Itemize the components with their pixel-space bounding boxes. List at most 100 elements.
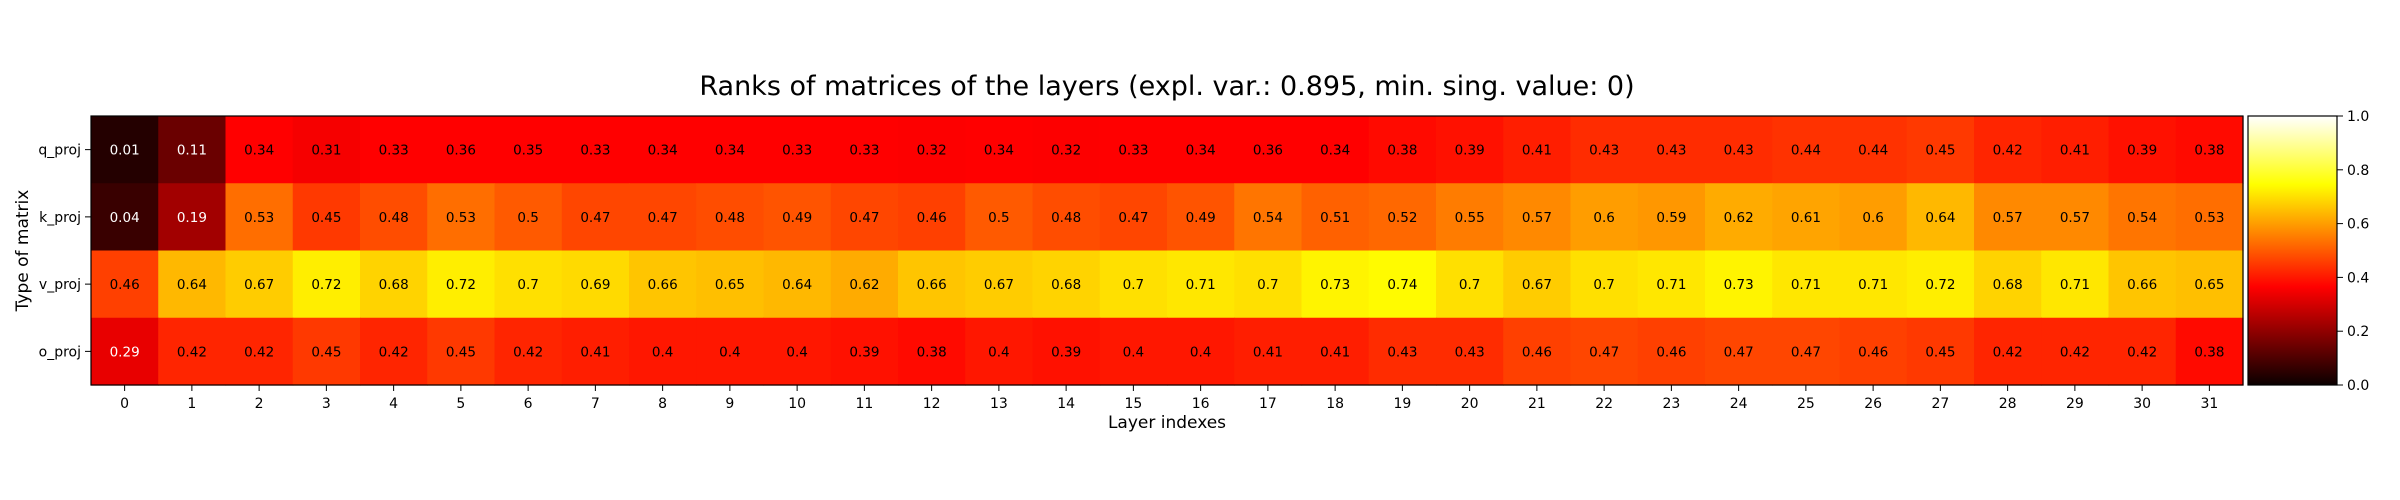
colorbar-tick-label: 0.8 — [2347, 163, 2369, 179]
heatmap-cell-k_proj-21 — [1503, 183, 1572, 252]
cell-value-label: 0.55 — [1455, 210, 1485, 226]
heatmap-cell-q_proj-22 — [1570, 116, 1639, 184]
heatmap-cell-q_proj-12 — [898, 116, 966, 184]
heatmap-cell-k_proj-10 — [763, 183, 832, 252]
x-tick-label: 9 — [725, 396, 734, 412]
x-tick-label: 20 — [1461, 396, 1479, 412]
heatmap-cell-o_proj-4 — [360, 317, 428, 386]
cell-value-label: 0.41 — [2060, 143, 2090, 159]
heatmap-cell-v_proj-29 — [2041, 250, 2110, 319]
cell-value-label: 0.69 — [580, 277, 610, 293]
heatmap-cell-o_proj-2 — [225, 317, 294, 386]
heatmap-cell-o_proj-0 — [91, 317, 159, 386]
cell-value-label: 0.42 — [513, 344, 543, 360]
heatmap-cell-q_proj-26 — [1839, 116, 1908, 184]
cell-value-label: 0.42 — [2060, 344, 2090, 360]
heatmap-cell-k_proj-0 — [91, 183, 159, 252]
heatmap-cell-q_proj-21 — [1503, 116, 1572, 184]
heatmap-cell-v_proj-10 — [763, 250, 832, 319]
cell-value-label: 0.54 — [2127, 210, 2157, 226]
cell-value-label: 0.35 — [513, 143, 543, 159]
cell-value-label: 0.46 — [1858, 344, 1888, 360]
cell-value-label: 0.46 — [1522, 344, 1552, 360]
cell-value-label: 0.7 — [1123, 277, 1144, 293]
cell-value-label: 0.68 — [1993, 277, 2023, 293]
cell-value-label: 0.46 — [1656, 344, 1686, 360]
y-axis-label: Type of matrix — [13, 190, 33, 313]
cell-value-label: 0.42 — [1993, 143, 2023, 159]
cell-value-label: 0.43 — [1455, 344, 1485, 360]
heatmap-cell-k_proj-3 — [292, 183, 361, 252]
heatmap-cell-o_proj-1 — [158, 317, 227, 386]
plot-frame — [90, 115, 2244, 386]
heatmap-cell-k_proj-23 — [1637, 183, 1706, 252]
cell-value-label: 0.33 — [782, 143, 812, 159]
heatmap-cell-o_proj-30 — [2108, 317, 2177, 386]
cell-value-label: 0.45 — [1925, 143, 1955, 159]
cell-value-label: 0.11 — [177, 143, 207, 159]
x-tick-label: 11 — [855, 396, 873, 412]
cell-value-label: 0.7 — [1459, 277, 1480, 293]
cell-value-label: 0.36 — [446, 143, 476, 159]
heatmap-cell-v_proj-31 — [2175, 250, 2244, 319]
cell-value-label: 0.49 — [782, 210, 812, 226]
heatmap-cell-v_proj-22 — [1570, 250, 1639, 319]
cell-value-label: 0.32 — [917, 143, 947, 159]
cell-value-label: 0.48 — [379, 210, 409, 226]
heatmap-cell-v_proj-26 — [1839, 250, 1908, 319]
heatmap-cell-q_proj-31 — [2175, 116, 2244, 184]
cell-value-label: 0.38 — [1387, 143, 1417, 159]
heatmap-cell-q_proj-16 — [1167, 116, 1235, 184]
x-tick-label: 28 — [1999, 396, 2017, 412]
heatmap-cell-v_proj-21 — [1503, 250, 1572, 319]
cell-value-label: 0.67 — [1522, 277, 1552, 293]
heatmap-cell-v_proj-19 — [1368, 250, 1437, 319]
cell-value-label: 0.66 — [917, 277, 947, 293]
heatmap-cell-q_proj-27 — [1906, 116, 1975, 184]
heatmap-cell-k_proj-31 — [2175, 183, 2244, 252]
x-tick-label: 26 — [1864, 396, 1882, 412]
cell-value-label: 0.41 — [1320, 344, 1350, 360]
heatmap-cell-k_proj-9 — [696, 183, 765, 252]
heatmap-cell-v_proj-28 — [1974, 250, 2042, 319]
cell-value-label: 0.41 — [1253, 344, 1283, 360]
cell-value-label: 0.53 — [244, 210, 274, 226]
cell-value-label: 0.52 — [1387, 210, 1417, 226]
colorbar-gradient — [2248, 116, 2337, 385]
heatmap-cell-v_proj-11 — [830, 250, 899, 319]
cell-value-label: 0.19 — [177, 210, 207, 226]
x-tick-label: 6 — [524, 396, 533, 412]
heatmap-cell-v_proj-2 — [225, 250, 294, 319]
cell-value-label: 0.42 — [177, 344, 207, 360]
cell-value-label: 0.33 — [580, 143, 610, 159]
cell-value-label: 0.33 — [379, 143, 409, 159]
cell-value-label: 0.66 — [648, 277, 678, 293]
heatmap-cell-q_proj-17 — [1234, 116, 1303, 184]
x-tick-label: 25 — [1797, 396, 1815, 412]
cell-value-label: 0.71 — [1656, 277, 1686, 293]
cell-value-label: 0.36 — [1253, 143, 1283, 159]
x-tick-label: 4 — [389, 396, 398, 412]
x-tick-label: 29 — [2066, 396, 2084, 412]
heatmap-cell-q_proj-4 — [360, 116, 428, 184]
heatmap-cell-v_proj-30 — [2108, 250, 2177, 319]
cell-value-label: 0.45 — [311, 344, 341, 360]
heatmap-cell-k_proj-5 — [427, 183, 496, 252]
cell-value-label: 0.48 — [1051, 210, 1081, 226]
cell-value-label: 0.38 — [2194, 143, 2224, 159]
heatmap-cell-q_proj-13 — [965, 116, 1034, 184]
heatmap-cell-k_proj-1 — [158, 183, 227, 252]
heatmap-cell-q_proj-29 — [2041, 116, 2110, 184]
cell-value-label: 0.44 — [1791, 143, 1821, 159]
colorbar-tick-label: 0.0 — [2347, 378, 2369, 394]
heatmap-cell-o_proj-18 — [1301, 317, 1370, 386]
cell-value-label: 0.4 — [652, 344, 673, 360]
cell-value-label: 0.7 — [1593, 277, 1614, 293]
cell-value-label: 0.72 — [446, 277, 476, 293]
cell-value-label: 0.34 — [984, 143, 1014, 159]
x-tick-label: 3 — [322, 396, 331, 412]
heatmap-cell-q_proj-10 — [763, 116, 832, 184]
heatmap-cell-v_proj-18 — [1301, 250, 1370, 319]
heatmap-cell-q_proj-15 — [1099, 116, 1168, 184]
x-axis-ticks: 0 1 2 3 4 5 6 7 8 9 10 11 12 13 14 15 16 17 18 19 20 21 22 23 24… — [120, 385, 2218, 412]
